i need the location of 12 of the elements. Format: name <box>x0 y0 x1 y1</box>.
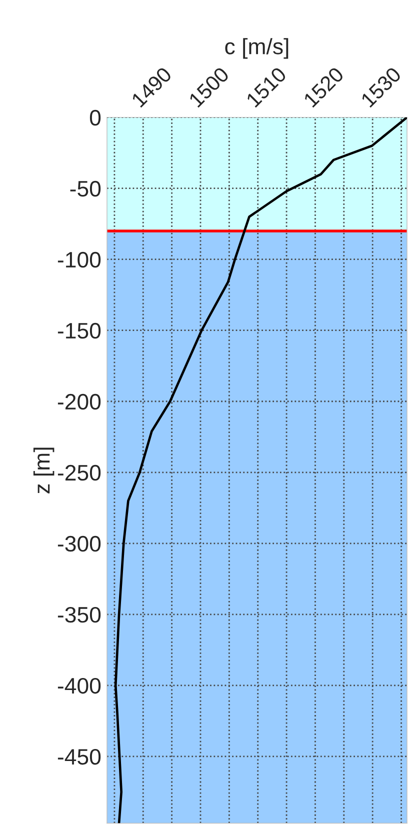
y-tick-label: -400 <box>58 678 101 694</box>
y-tick-label: -150 <box>58 322 101 339</box>
y-tick-label: -450 <box>58 748 101 765</box>
y-tick-label: -250 <box>58 464 101 481</box>
y-axis-title: z [m] <box>33 448 54 494</box>
y-tick-label: -300 <box>58 536 101 552</box>
y-tick-label: -200 <box>58 394 101 410</box>
y-tick-label: -50 <box>70 180 101 197</box>
y-tick-label: -100 <box>58 252 101 268</box>
x-axis-title: c [m/s] <box>225 38 288 59</box>
y-tick-label: -350 <box>58 606 101 623</box>
y-tick-label: 0 <box>90 110 101 126</box>
